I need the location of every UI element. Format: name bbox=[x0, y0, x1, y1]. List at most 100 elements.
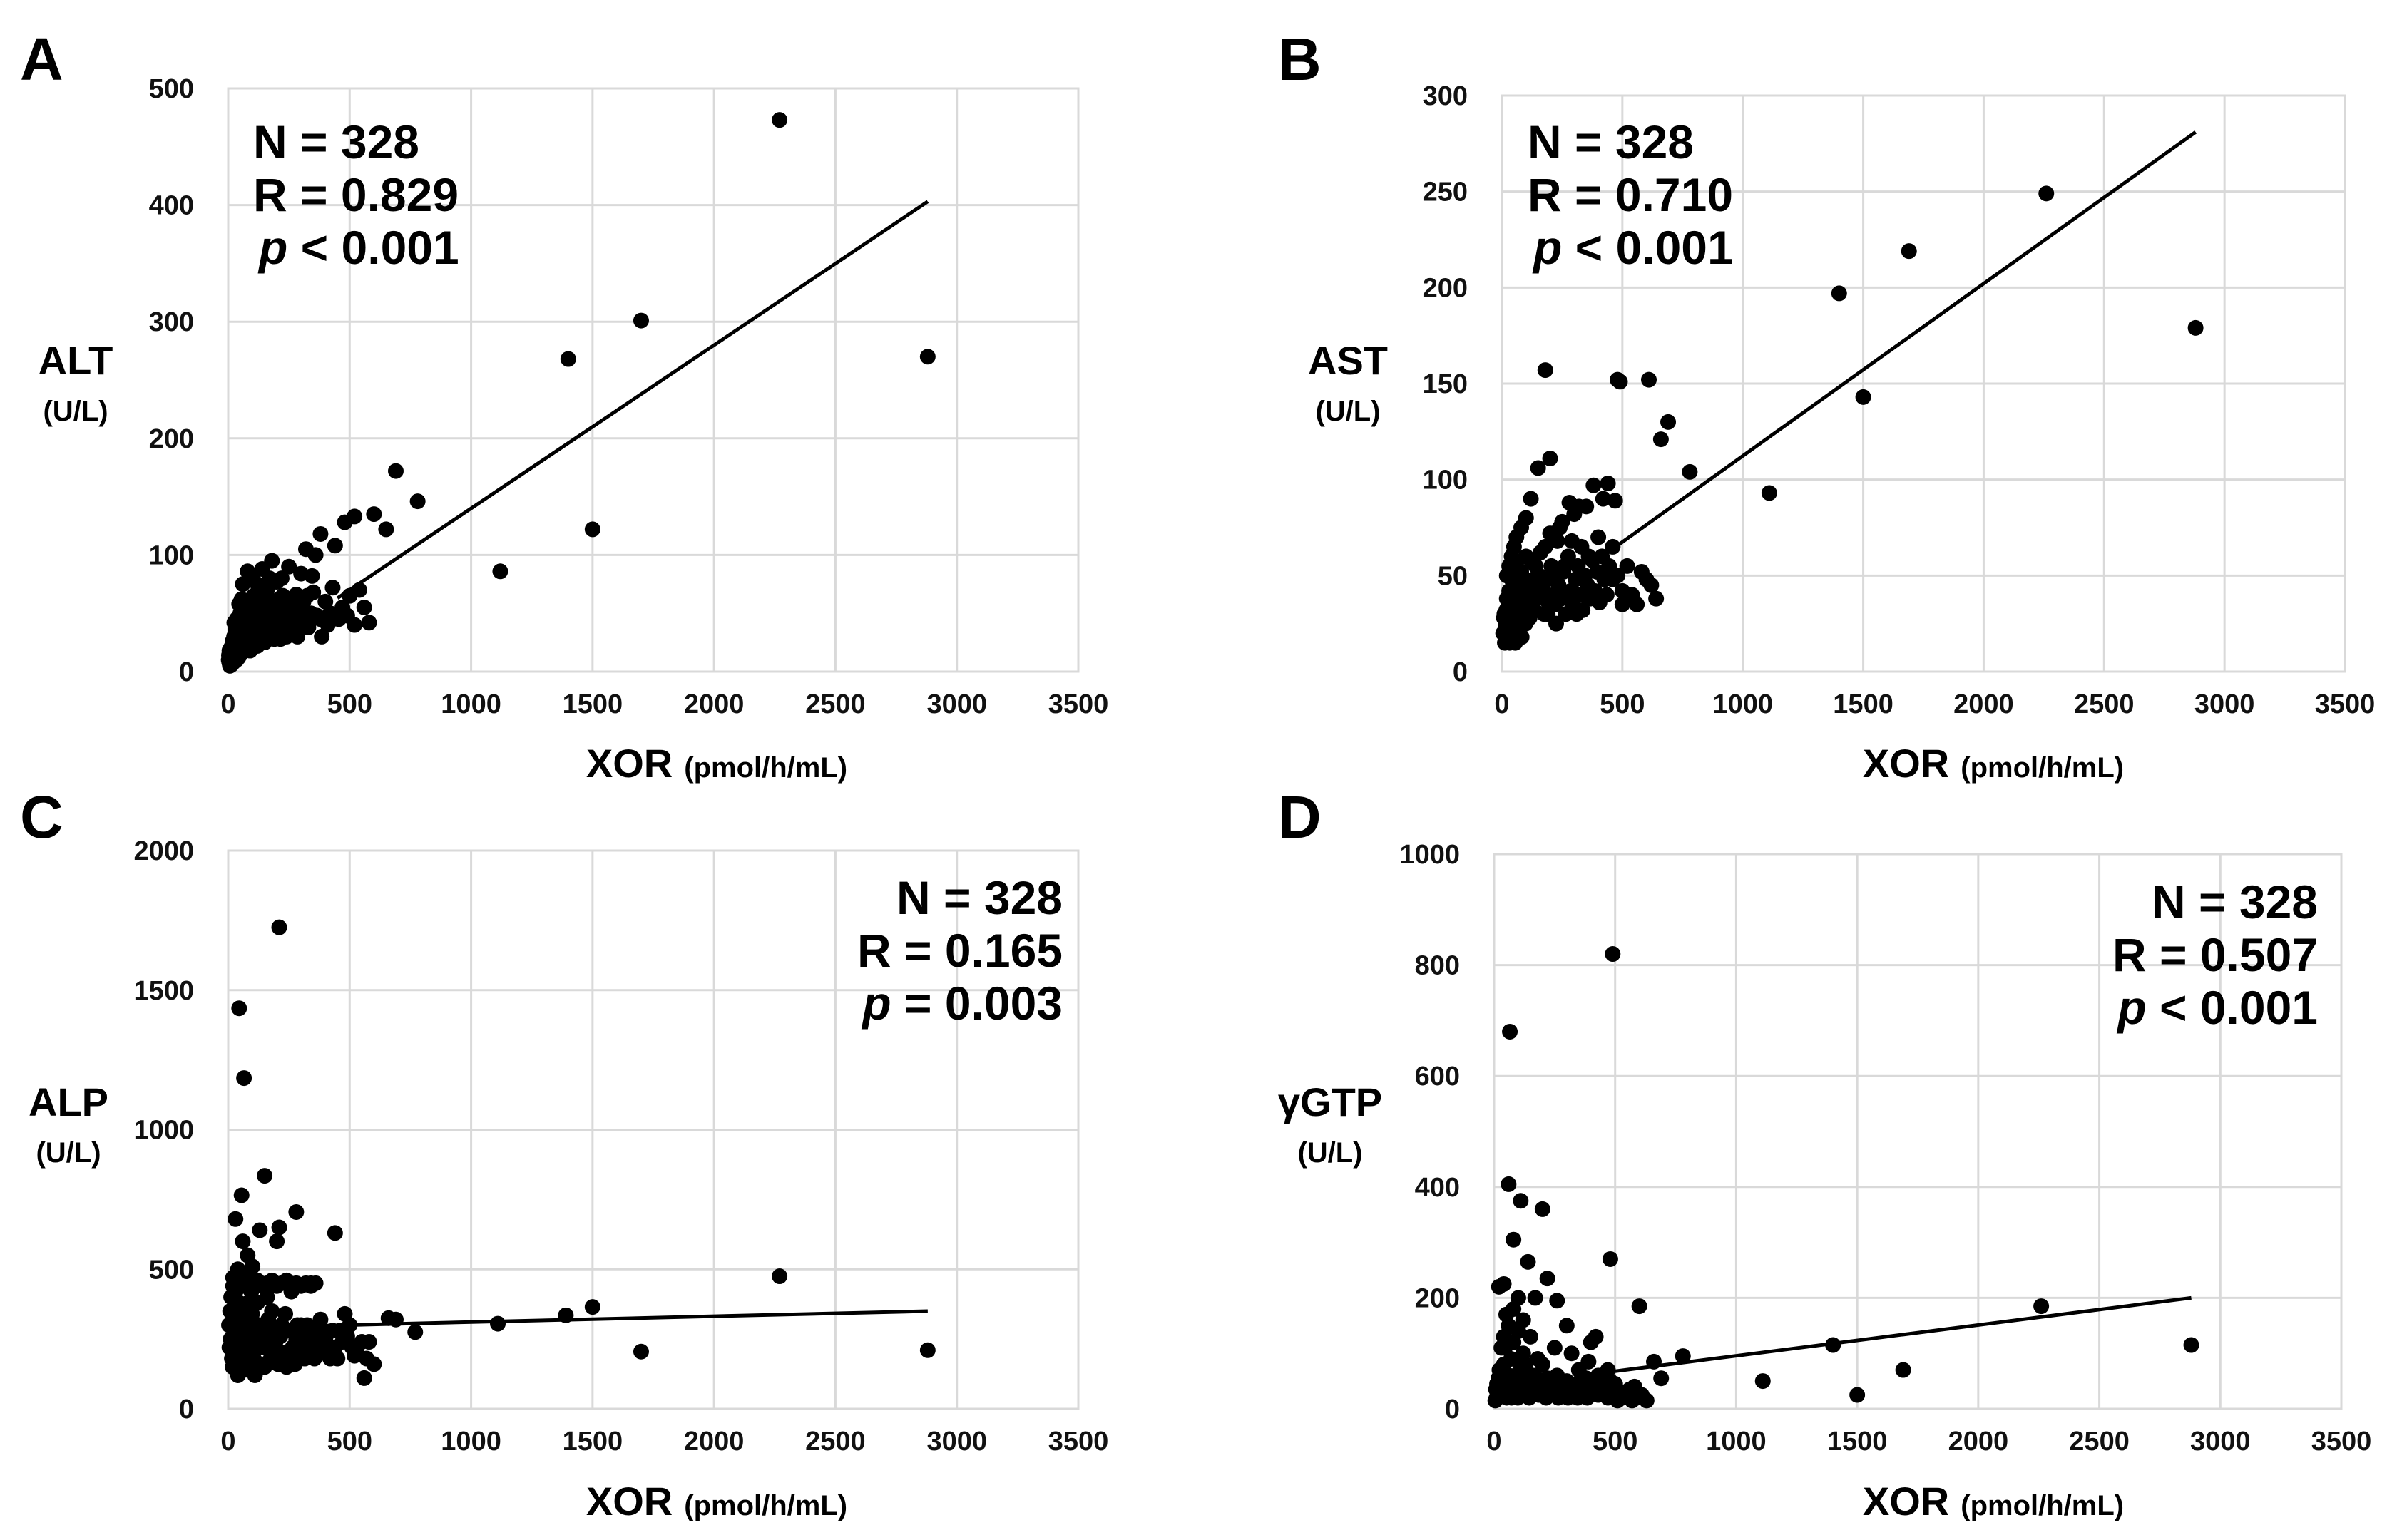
x-tick-label: 3500 bbox=[1048, 1427, 1109, 1457]
data-point bbox=[327, 538, 343, 554]
data-point bbox=[236, 1070, 252, 1087]
data-point bbox=[1648, 590, 1665, 607]
data-point bbox=[252, 1222, 268, 1238]
stat-n: N = 328 bbox=[896, 871, 1063, 924]
data-point bbox=[1761, 485, 1777, 501]
data-point bbox=[320, 1339, 336, 1355]
x-axis-title-unit: (pmol/h/mL) bbox=[684, 1490, 847, 1521]
x-axis-title-main: XOR bbox=[1863, 741, 1949, 786]
data-point bbox=[1614, 596, 1630, 612]
x-tick-label: 3500 bbox=[1048, 689, 1109, 719]
data-point bbox=[1506, 538, 1522, 555]
data-point bbox=[1831, 285, 1847, 302]
data-point bbox=[1552, 520, 1568, 535]
data-point bbox=[235, 576, 251, 592]
x-tick-label: 0 bbox=[220, 689, 235, 719]
stat-p: p = 0.003 bbox=[861, 977, 1063, 1030]
stat-p-symbol: p bbox=[1532, 221, 1562, 274]
x-tick-label: 3500 bbox=[2311, 1427, 2372, 1457]
y-tick-label: 150 bbox=[1423, 369, 1468, 399]
panel-d: 0 500 1000 1500 2000 2500 3000 3500 0 200 400 600 80… bbox=[1278, 784, 2371, 1524]
x-tick-label: 500 bbox=[327, 1427, 372, 1457]
data-point bbox=[1643, 577, 1660, 593]
data-point bbox=[919, 1342, 936, 1358]
data-point bbox=[1578, 498, 1595, 515]
x-tick-label: 1500 bbox=[1827, 1427, 1888, 1457]
y-tick-label: 300 bbox=[1423, 81, 1468, 111]
data-point bbox=[1590, 529, 1607, 545]
panel-letter: A bbox=[20, 26, 63, 93]
y-tick-label: 200 bbox=[149, 424, 194, 454]
x-tick-label: 500 bbox=[1600, 689, 1645, 719]
data-point bbox=[228, 1211, 244, 1227]
data-point bbox=[233, 591, 250, 607]
x-tick-label: 2500 bbox=[2069, 1427, 2130, 1457]
data-point bbox=[1528, 587, 1544, 603]
data-point bbox=[220, 652, 237, 668]
y-axis-title: γGTP bbox=[1278, 1079, 1382, 1124]
data-point bbox=[354, 1334, 370, 1350]
data-point bbox=[1546, 1340, 1563, 1356]
x-tick-label: 2000 bbox=[1953, 689, 2014, 719]
data-point bbox=[1583, 1334, 1599, 1350]
data-point bbox=[490, 1315, 506, 1332]
stat-r: R = 0.165 bbox=[857, 924, 1063, 977]
y-axis-title: AST bbox=[1308, 338, 1388, 383]
stat-p: p < 0.001 bbox=[257, 221, 459, 274]
x-axis-title-main: XOR bbox=[586, 741, 673, 786]
y-tick-label: 600 bbox=[1415, 1062, 1460, 1092]
stat-p: p < 0.001 bbox=[1532, 221, 1734, 274]
y-axis-unit: (U/L) bbox=[43, 396, 108, 427]
data-point bbox=[297, 541, 314, 558]
data-point bbox=[772, 1268, 788, 1285]
data-point bbox=[307, 1275, 324, 1291]
x-axis-title-unit: (pmol/h/mL) bbox=[684, 752, 847, 784]
panel-letter: C bbox=[20, 784, 63, 851]
data-point bbox=[1585, 477, 1602, 493]
data-point bbox=[1631, 1298, 1647, 1315]
data-point bbox=[1568, 606, 1585, 622]
y-tick-label: 500 bbox=[149, 74, 194, 104]
data-point bbox=[275, 587, 291, 604]
plot-area bbox=[227, 87, 1080, 673]
data-point bbox=[271, 1219, 287, 1236]
stat-p-value: < 0.001 bbox=[287, 221, 459, 274]
data-point bbox=[314, 628, 330, 645]
data-point bbox=[1544, 568, 1560, 584]
x-axis-title: XOR (pmol/h/mL) bbox=[1863, 1479, 2124, 1524]
trend-line bbox=[1603, 1295, 2192, 1375]
y-tick-label: 0 bbox=[1453, 657, 1468, 687]
y-tick-label: 0 bbox=[1445, 1395, 1460, 1424]
data-point bbox=[1547, 596, 1563, 612]
x-tick-label: 3000 bbox=[926, 1427, 987, 1457]
data-point bbox=[584, 1299, 600, 1315]
y-tick-label: 1500 bbox=[133, 976, 194, 1006]
data-point bbox=[1607, 493, 1623, 509]
x-tick-label: 500 bbox=[1593, 1427, 1637, 1457]
y-tick-label: 200 bbox=[1415, 1283, 1460, 1313]
data-point bbox=[633, 1343, 649, 1360]
data-point bbox=[1523, 491, 1539, 507]
x-tick-label: 1000 bbox=[1706, 1427, 1767, 1457]
data-point bbox=[1580, 1353, 1597, 1370]
data-point bbox=[1901, 243, 1917, 260]
data-point bbox=[312, 525, 329, 542]
data-point bbox=[772, 112, 788, 128]
data-point bbox=[281, 558, 297, 575]
data-point bbox=[226, 615, 242, 631]
data-point bbox=[1675, 1348, 1691, 1365]
stat-p-symbol: p bbox=[861, 977, 891, 1030]
data-point bbox=[1522, 1328, 1538, 1345]
data-point bbox=[1506, 1231, 1522, 1248]
data-point bbox=[233, 1187, 250, 1203]
data-point bbox=[407, 1324, 424, 1340]
data-point bbox=[1641, 371, 1657, 388]
stat-r: R = 0.507 bbox=[2112, 928, 2318, 981]
data-point bbox=[2038, 185, 2055, 202]
x-tick-label: 2500 bbox=[805, 689, 866, 719]
data-point bbox=[2183, 1337, 2199, 1353]
y-tick-label: 0 bbox=[179, 1395, 194, 1424]
y-tick-label: 100 bbox=[1423, 466, 1468, 496]
data-point bbox=[1682, 463, 1698, 480]
data-point bbox=[1602, 1251, 1618, 1267]
